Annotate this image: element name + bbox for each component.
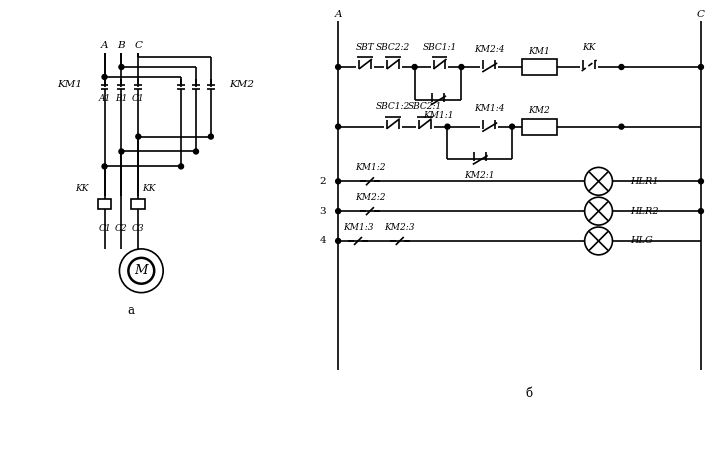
Circle shape xyxy=(619,124,624,129)
Bar xyxy=(131,199,145,209)
Circle shape xyxy=(336,124,341,129)
Text: KM1: KM1 xyxy=(58,81,82,89)
Text: KM2:4: KM2:4 xyxy=(474,45,505,54)
Text: KM1:1: KM1:1 xyxy=(422,111,453,120)
Text: KM2:2: KM2:2 xyxy=(354,193,385,202)
Bar xyxy=(522,59,557,75)
Text: 2: 2 xyxy=(319,177,326,186)
Circle shape xyxy=(336,239,341,243)
Circle shape xyxy=(102,164,107,169)
Text: C1: C1 xyxy=(132,94,145,103)
Text: HLR2: HLR2 xyxy=(630,206,659,216)
Circle shape xyxy=(699,179,703,184)
Text: B: B xyxy=(117,41,125,49)
Text: KM2: KM2 xyxy=(528,106,551,115)
Circle shape xyxy=(102,75,107,79)
Text: KM2:3: KM2:3 xyxy=(384,223,415,232)
Text: C: C xyxy=(697,10,705,19)
Text: A: A xyxy=(334,10,342,19)
Text: KK: KK xyxy=(582,42,596,52)
Text: SBT: SBT xyxy=(356,42,374,52)
Circle shape xyxy=(119,149,124,154)
Text: KM1:3: KM1:3 xyxy=(343,223,373,232)
Text: KM1: KM1 xyxy=(528,47,551,55)
Text: SBC2:2: SBC2:2 xyxy=(376,42,410,52)
Circle shape xyxy=(459,64,464,69)
Circle shape xyxy=(699,64,703,69)
Text: B1: B1 xyxy=(115,94,127,103)
Text: 3: 3 xyxy=(319,206,326,216)
Circle shape xyxy=(193,149,198,154)
Circle shape xyxy=(119,64,124,69)
Text: SBC2:1: SBC2:1 xyxy=(407,102,442,111)
Text: C2: C2 xyxy=(115,224,127,233)
Text: KM1:2: KM1:2 xyxy=(354,163,385,172)
Circle shape xyxy=(208,134,213,139)
Circle shape xyxy=(445,124,450,129)
Circle shape xyxy=(178,164,183,169)
Text: C1: C1 xyxy=(98,224,111,233)
Text: KK: KK xyxy=(75,184,89,193)
Text: а: а xyxy=(128,304,135,317)
Circle shape xyxy=(336,179,341,184)
Text: 4: 4 xyxy=(319,236,326,246)
Bar xyxy=(97,199,112,209)
Text: C: C xyxy=(135,41,142,49)
Text: M: M xyxy=(135,264,148,277)
Circle shape xyxy=(336,64,341,69)
Text: SBC1:2: SBC1:2 xyxy=(376,102,410,111)
Text: A: A xyxy=(101,41,108,49)
Text: KM2: KM2 xyxy=(229,81,253,89)
Bar xyxy=(522,119,557,135)
Text: KM2:1: KM2:1 xyxy=(465,171,495,180)
Text: HLR1: HLR1 xyxy=(630,177,659,186)
Text: KM1:4: KM1:4 xyxy=(474,104,505,113)
Text: SBC1:1: SBC1:1 xyxy=(422,42,457,52)
Text: б: б xyxy=(526,386,533,399)
Text: HLG: HLG xyxy=(630,236,653,246)
Circle shape xyxy=(619,64,624,69)
Circle shape xyxy=(136,134,141,139)
Circle shape xyxy=(336,209,341,213)
Circle shape xyxy=(699,209,703,213)
Text: KK: KK xyxy=(142,184,156,193)
Circle shape xyxy=(412,64,417,69)
Text: C3: C3 xyxy=(132,224,145,233)
Circle shape xyxy=(510,124,515,129)
Text: A1: A1 xyxy=(98,94,111,103)
